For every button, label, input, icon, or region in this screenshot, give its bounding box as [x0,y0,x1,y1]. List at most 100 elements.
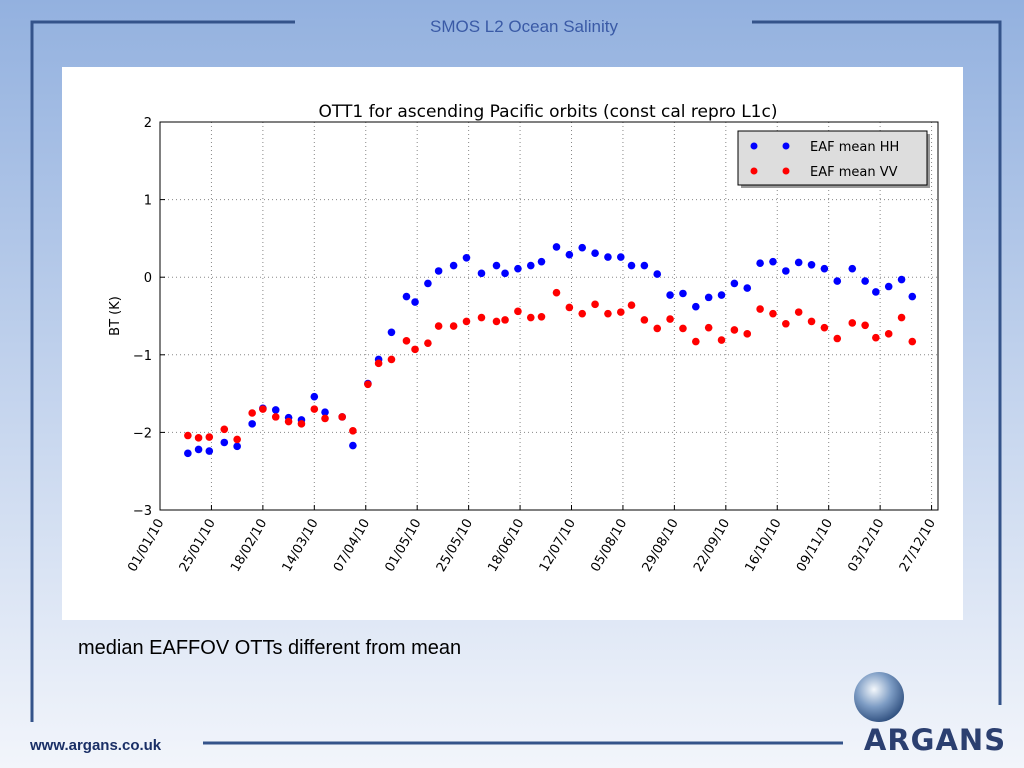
data-point [640,316,649,324]
data-point [526,313,535,322]
data-point [794,258,803,267]
data-point [782,319,790,328]
data-point [591,300,599,309]
data-point [321,414,329,423]
data-point [782,267,790,275]
data-point [434,322,443,330]
logo-text: ARGANS [864,723,1006,757]
data-point [411,345,419,354]
data-point [462,317,471,326]
legend-box [737,130,928,186]
data-point [872,333,880,342]
legend-marker [750,142,758,150]
legend-label: EAF mean VV [810,165,898,180]
data-point [205,447,214,455]
data-point [449,261,458,270]
data-point [271,406,280,414]
y-tick-label: 2 [144,116,152,131]
data-point [387,328,396,337]
data-point [449,322,458,330]
data-point [679,289,687,298]
data-point [565,250,574,259]
data-point [591,249,599,257]
y-tick-label: −2 [133,426,152,441]
data-point [364,380,372,389]
data-point [248,409,256,417]
data-point [820,264,829,273]
data-point [861,321,869,330]
data-point [704,323,713,332]
data-point [861,277,869,285]
data-point [477,313,486,322]
data-point [704,293,713,302]
data-point [616,253,625,261]
data-point [220,438,229,447]
data-point [578,243,587,252]
data-point [297,420,306,428]
data-point [743,330,752,338]
legend-marker [750,167,758,175]
data-point [492,261,501,270]
data-point [284,417,293,426]
data-point [205,433,214,441]
data-point [820,323,829,332]
data-point [743,284,752,292]
data-point [565,303,574,312]
data-point [756,305,764,313]
data-point [730,279,739,288]
plot-frame [159,121,939,511]
data-point [897,313,906,322]
data-point [692,337,700,346]
data-point [424,339,432,347]
data-point [756,259,764,268]
data-point [321,408,329,417]
data-point [310,392,319,401]
caption: median EAFFOV OTTs different from mean [78,637,461,659]
data-point [653,324,662,333]
data-point [616,308,625,316]
data-point [526,261,535,270]
data-point [884,282,893,291]
data-point [492,317,501,326]
data-point [501,269,509,278]
data-point [184,431,192,440]
data-point [411,298,419,306]
data-point [679,324,687,333]
data-point [434,267,443,275]
data-point [730,326,739,334]
data-point [848,319,857,327]
data-point [501,316,509,324]
data-point [233,442,241,451]
data-point [807,260,816,269]
data-point [627,301,636,309]
data-point [374,359,383,368]
data-point [884,330,893,338]
chart-title: OTT1 for ascending Pacific orbits (const… [319,102,778,122]
data-point [640,261,649,270]
data-point [220,425,229,434]
data-point [578,309,587,318]
data-point [514,264,522,273]
data-point [833,277,842,285]
data-point [908,337,917,346]
data-point [462,253,471,262]
header: SMOS L2 Ocean Salinity [430,17,619,36]
legend-marker [782,167,790,175]
y-tick-label: 0 [144,271,152,286]
data-point [692,302,700,311]
data-point [349,427,357,435]
data-point [908,292,917,301]
footer-url: www.argans.co.uk [29,737,162,754]
data-point [833,334,842,343]
data-point [872,288,880,296]
frame [30,20,1002,745]
data-point [387,355,396,364]
data-point [338,413,346,421]
data-point [402,337,411,345]
data-point [604,309,612,318]
data-point [552,243,561,251]
data-point [248,420,256,428]
data-point [537,257,546,266]
data-point [477,269,486,278]
data-point [184,449,192,458]
